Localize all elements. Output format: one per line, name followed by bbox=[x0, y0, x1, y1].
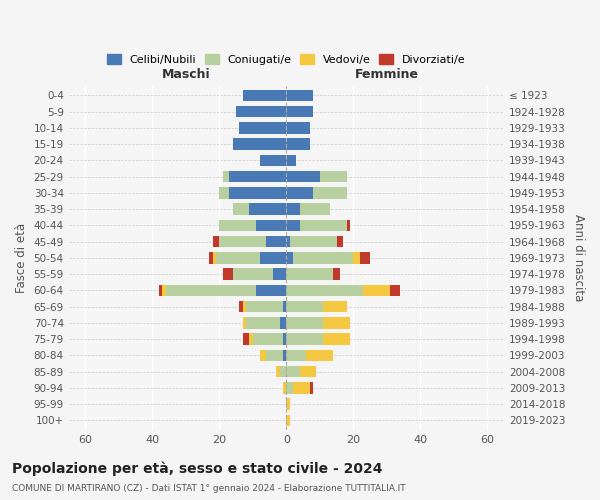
Bar bbox=[323, 317, 350, 328]
Bar bbox=[286, 350, 307, 361]
Bar bbox=[260, 154, 286, 166]
Bar bbox=[286, 414, 290, 426]
Bar bbox=[233, 204, 250, 215]
Bar bbox=[220, 220, 256, 231]
Bar bbox=[250, 334, 253, 345]
Bar bbox=[307, 350, 333, 361]
Bar bbox=[236, 106, 286, 118]
Bar bbox=[286, 138, 310, 150]
Bar bbox=[280, 317, 286, 328]
Bar bbox=[299, 366, 316, 378]
Bar bbox=[286, 284, 364, 296]
Bar bbox=[283, 334, 286, 345]
Bar bbox=[286, 90, 313, 101]
Bar bbox=[256, 284, 286, 296]
Bar bbox=[390, 284, 400, 296]
Bar bbox=[286, 171, 320, 182]
Bar bbox=[286, 301, 323, 312]
Bar bbox=[266, 350, 283, 361]
Text: Maschi: Maschi bbox=[161, 68, 210, 80]
Bar bbox=[286, 204, 299, 215]
Bar bbox=[313, 187, 347, 198]
Bar bbox=[266, 236, 286, 248]
Bar bbox=[250, 204, 286, 215]
Bar bbox=[323, 334, 350, 345]
Bar bbox=[163, 284, 166, 296]
Text: Popolazione per età, sesso e stato civile - 2024: Popolazione per età, sesso e stato civil… bbox=[12, 461, 383, 475]
Bar bbox=[243, 301, 246, 312]
Bar bbox=[299, 204, 330, 215]
Bar bbox=[286, 154, 296, 166]
Bar bbox=[223, 268, 233, 280]
Bar bbox=[246, 301, 283, 312]
Bar bbox=[286, 382, 293, 394]
Bar bbox=[246, 317, 280, 328]
Bar bbox=[286, 366, 299, 378]
Bar bbox=[360, 252, 370, 264]
Bar bbox=[273, 268, 286, 280]
Bar bbox=[229, 171, 286, 182]
Y-axis label: Fasce di età: Fasce di età bbox=[15, 223, 28, 293]
Bar bbox=[216, 252, 260, 264]
Bar bbox=[220, 236, 266, 248]
Bar bbox=[286, 398, 290, 410]
Bar bbox=[276, 366, 280, 378]
Bar bbox=[347, 220, 350, 231]
Text: COMUNE DI MARTIRANO (CZ) - Dati ISTAT 1° gennaio 2024 - Elaborazione TUTTITALIA.: COMUNE DI MARTIRANO (CZ) - Dati ISTAT 1°… bbox=[12, 484, 406, 493]
Bar bbox=[223, 171, 229, 182]
Bar bbox=[293, 382, 310, 394]
Bar bbox=[280, 366, 286, 378]
Bar bbox=[256, 220, 286, 231]
Bar bbox=[233, 268, 273, 280]
Legend: Celibi/Nubili, Coniugati/e, Vedovi/e, Divorziati/e: Celibi/Nubili, Coniugati/e, Vedovi/e, Di… bbox=[103, 50, 470, 70]
Bar bbox=[243, 317, 246, 328]
Bar bbox=[243, 90, 286, 101]
Bar bbox=[286, 268, 333, 280]
Bar bbox=[260, 350, 266, 361]
Bar bbox=[283, 382, 286, 394]
Bar bbox=[286, 220, 299, 231]
Bar bbox=[310, 382, 313, 394]
Bar bbox=[209, 252, 212, 264]
Bar bbox=[212, 252, 216, 264]
Bar bbox=[337, 236, 343, 248]
Bar bbox=[220, 187, 229, 198]
Bar bbox=[286, 106, 313, 118]
Bar bbox=[323, 301, 347, 312]
Bar bbox=[159, 284, 163, 296]
Bar bbox=[364, 284, 390, 296]
Bar bbox=[283, 350, 286, 361]
Bar bbox=[286, 187, 313, 198]
Bar bbox=[233, 138, 286, 150]
Bar bbox=[333, 268, 340, 280]
Bar bbox=[286, 334, 323, 345]
Bar bbox=[299, 220, 347, 231]
Bar bbox=[239, 301, 243, 312]
Bar bbox=[293, 252, 353, 264]
Y-axis label: Anni di nascita: Anni di nascita bbox=[572, 214, 585, 302]
Bar bbox=[253, 334, 283, 345]
Bar bbox=[286, 122, 310, 134]
Bar bbox=[286, 317, 323, 328]
Bar bbox=[212, 236, 220, 248]
Bar bbox=[286, 252, 293, 264]
Bar bbox=[353, 252, 360, 264]
Bar bbox=[320, 171, 347, 182]
Bar bbox=[229, 187, 286, 198]
Bar bbox=[239, 122, 286, 134]
Bar bbox=[243, 334, 250, 345]
Bar bbox=[283, 301, 286, 312]
Bar bbox=[166, 284, 256, 296]
Bar bbox=[286, 236, 290, 248]
Text: Femmine: Femmine bbox=[355, 68, 419, 80]
Bar bbox=[290, 236, 337, 248]
Bar bbox=[260, 252, 286, 264]
